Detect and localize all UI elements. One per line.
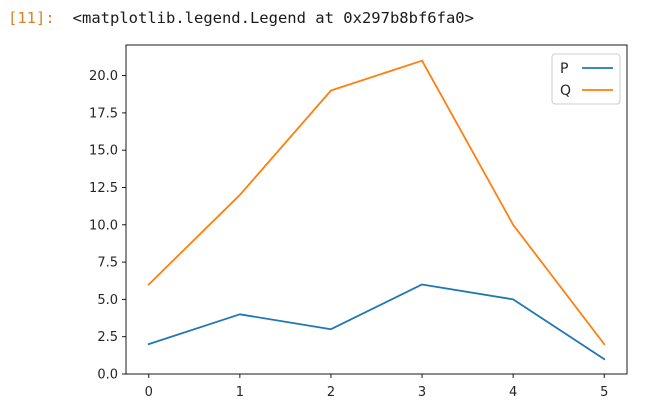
x-tick-label: 4 [509,385,517,400]
y-tick-label: 2.5 [97,330,118,345]
legend-label-q: Q [560,83,571,99]
x-tick-label: 2 [327,385,335,400]
series-line-q [147,59,606,346]
y-tick-label: 10.0 [89,218,118,233]
legend-box [551,53,621,105]
y-tick-label: 7.5 [97,256,118,271]
x-tick-label: 5 [600,385,608,400]
y-tick-label: 5.0 [97,293,118,308]
y-tick-label: 0.0 [97,368,118,383]
legend: PQ [551,53,621,105]
y-tick-label: 15.0 [89,144,118,159]
x-tick-label: 0 [145,385,153,400]
y-tick-label: 20.0 [89,69,118,84]
y-tick-label: 12.5 [89,181,118,196]
cell-output-line: [11]: <matplotlib.legend.Legend at 0x297… [8,6,474,30]
x-tick-label: 1 [236,385,244,400]
x-tick-label: 3 [418,385,426,400]
legend-label-p: P [560,61,568,77]
plot-frame [125,44,628,375]
series-line-p [147,283,606,361]
cell-prompt: [11]: [8,9,55,27]
cell-output-text: <matplotlib.legend.Legend at 0x297b8bf6f… [72,9,474,27]
y-tick-label: 17.5 [89,106,118,121]
